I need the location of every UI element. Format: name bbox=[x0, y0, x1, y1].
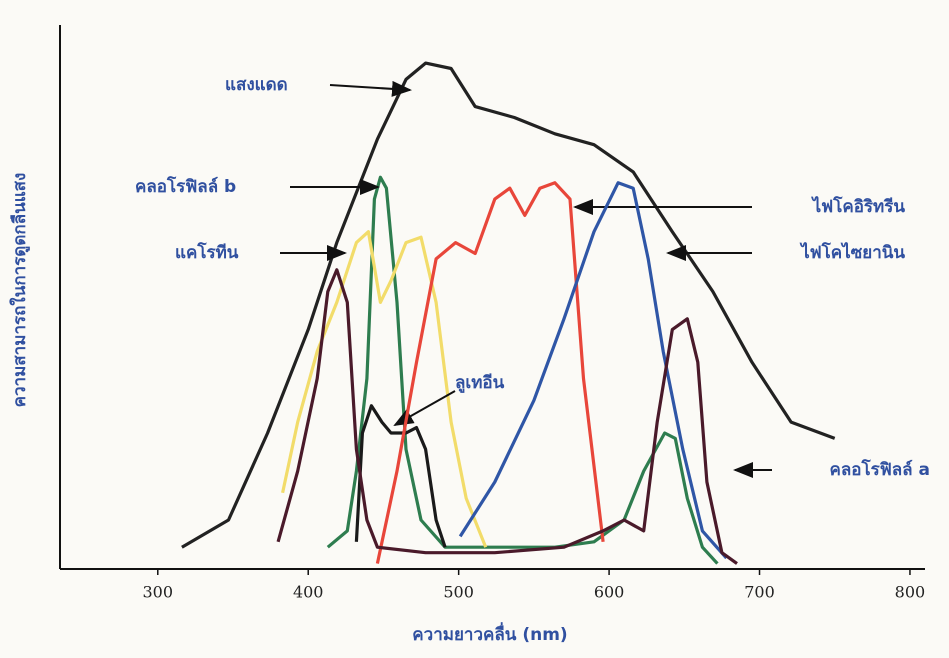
series-line bbox=[276, 268, 738, 565]
series-label: คลอโรฟิลล์ b bbox=[135, 176, 236, 197]
x-tick-label: 500 bbox=[443, 583, 474, 602]
x-tick-label: 300 bbox=[143, 583, 174, 602]
series-label: ลูเทอีน bbox=[455, 372, 505, 394]
series-label: ไฟโคอิริทรีน bbox=[811, 196, 906, 217]
series-label: แสงแดด bbox=[225, 75, 288, 95]
x-tick-label: 800 bbox=[895, 583, 926, 602]
x-tick-label: 400 bbox=[293, 583, 324, 602]
series-line bbox=[354, 404, 447, 548]
series-line bbox=[375, 181, 605, 564]
x-tick-label: 700 bbox=[744, 583, 775, 602]
series-label: คลอโรฟิลล์ a bbox=[829, 459, 930, 480]
series-line bbox=[458, 181, 728, 560]
y-axis-title: ความสามารถในการดูดกลืนแสง bbox=[9, 173, 31, 408]
series-label: แคโรทีน bbox=[175, 242, 239, 263]
x-tick-label: 600 bbox=[594, 583, 625, 602]
series-line bbox=[326, 175, 719, 565]
x-axis-title: ความยาวคลื่น (nm) bbox=[412, 622, 567, 645]
label-arrow bbox=[329, 80, 412, 97]
series-label: ไฟโคไซยานิน bbox=[799, 242, 905, 263]
series-line bbox=[181, 61, 836, 549]
